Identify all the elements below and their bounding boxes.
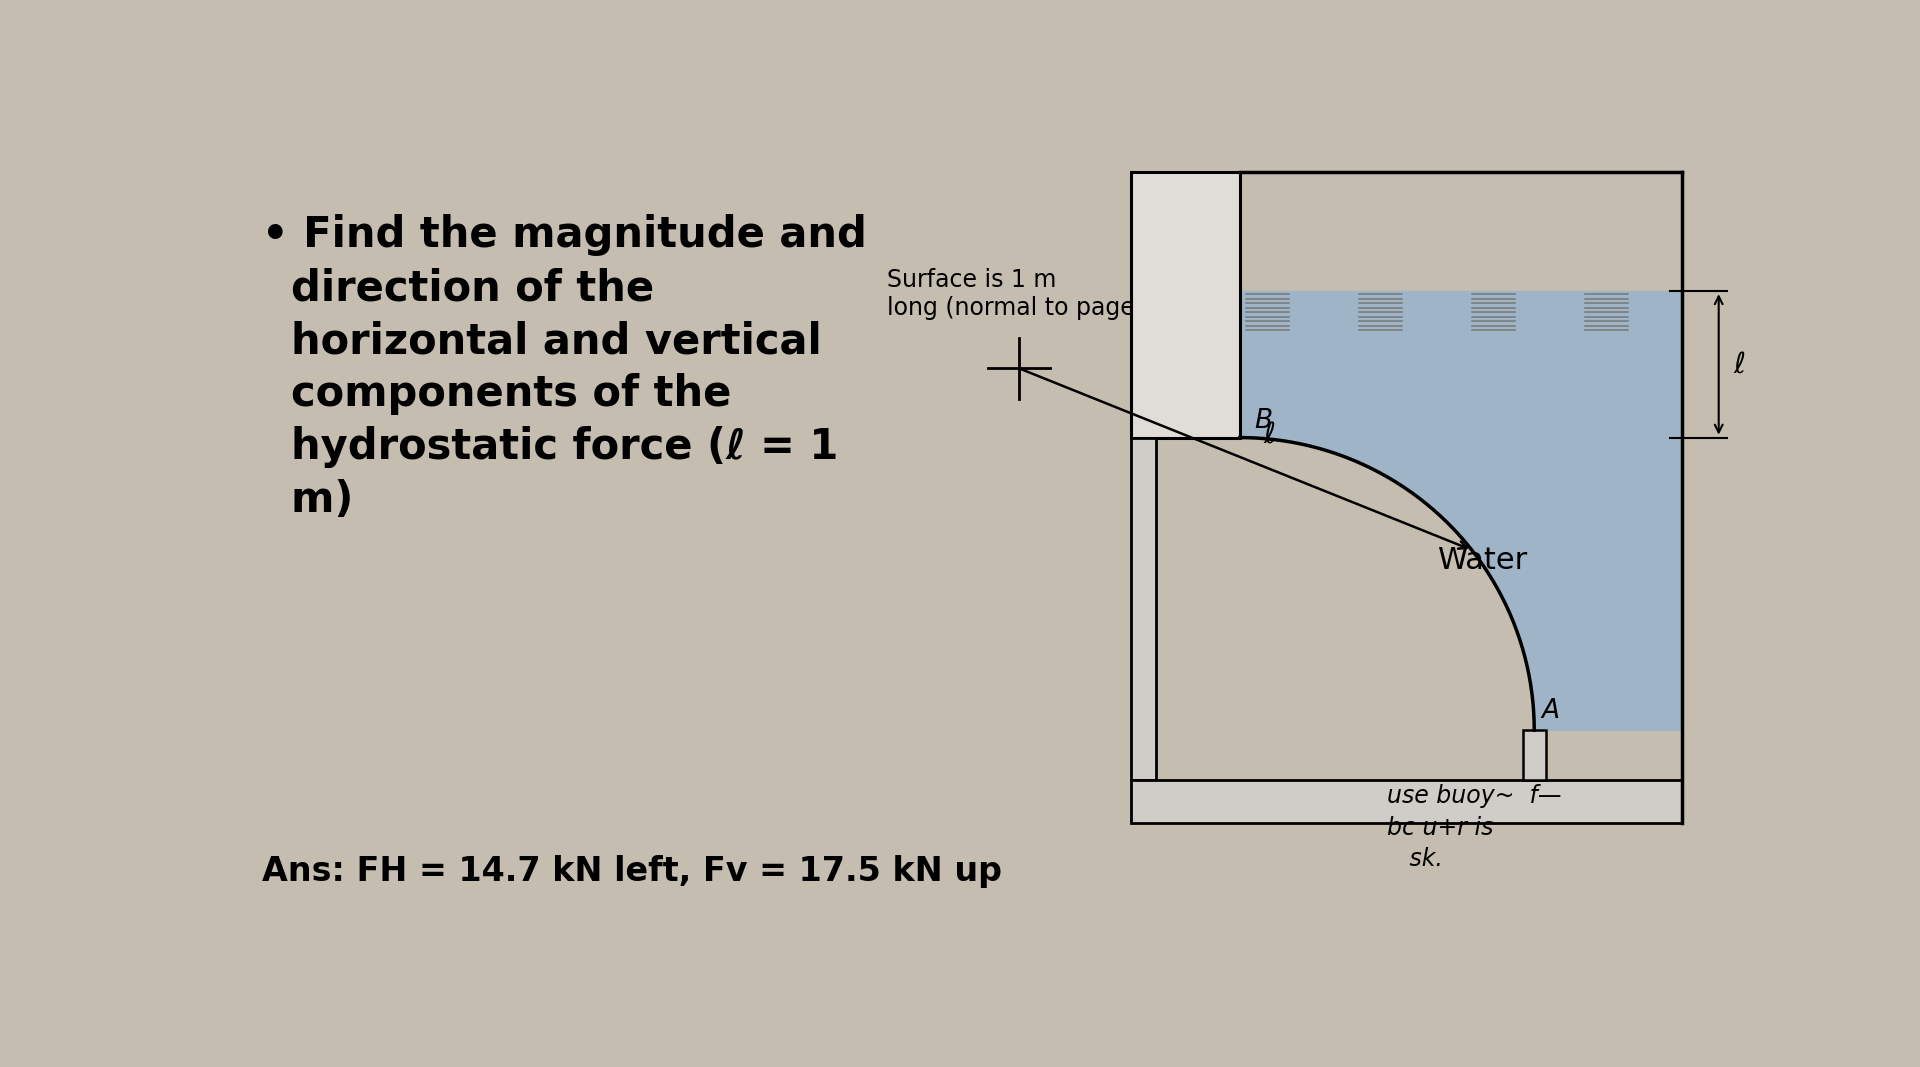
Bar (1131, 780, 1682, 823)
Text: $\ell$: $\ell$ (1263, 420, 1277, 448)
Text: • Find the magnitude and
  direction of the
  horizontal and vertical
  componen: • Find the magnitude and direction of th… (261, 214, 866, 521)
Text: $A$: $A$ (1540, 698, 1561, 724)
Text: $B$: $B$ (1254, 408, 1273, 433)
Bar (1131, 437, 1156, 780)
Polygon shape (1240, 291, 1682, 730)
Bar (1523, 730, 1546, 780)
Text: $\ell$: $\ell$ (1732, 350, 1745, 379)
Text: Surface is 1 m
long (normal to page): Surface is 1 m long (normal to page) (887, 268, 1144, 320)
Text: Ans: FH = 14.7 kN left, Fv = 17.5 kN up: Ans: FH = 14.7 kN left, Fv = 17.5 kN up (261, 855, 1002, 888)
Text: Water: Water (1438, 546, 1528, 575)
Text: use buoy~  f—
bc u+r is
   sk.: use buoy~ f— bc u+r is sk. (1386, 784, 1561, 872)
Bar (1131, 172, 1240, 437)
Polygon shape (1240, 291, 1682, 437)
